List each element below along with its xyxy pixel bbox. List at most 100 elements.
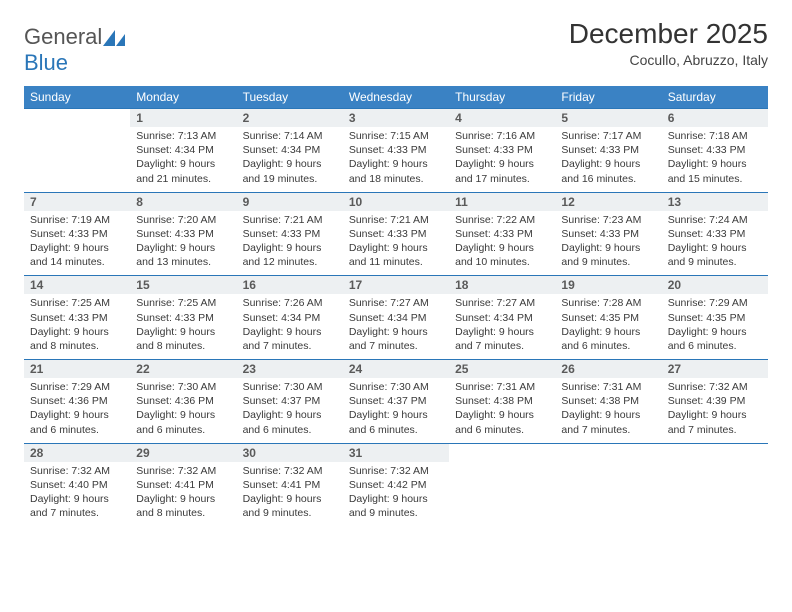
weekday-header: Monday <box>130 86 236 109</box>
day-detail-line: Sunrise: 7:17 AM <box>561 129 655 143</box>
day-detail-line: Daylight: 9 hours <box>243 325 337 339</box>
day-detail-line: Sunrise: 7:31 AM <box>561 380 655 394</box>
day-detail-line: Sunset: 4:37 PM <box>243 394 337 408</box>
day-content-cell: Sunrise: 7:18 AMSunset: 4:33 PMDaylight:… <box>662 127 768 192</box>
day-detail-line: Daylight: 9 hours <box>349 325 443 339</box>
day-content-cell: Sunrise: 7:27 AMSunset: 4:34 PMDaylight:… <box>449 294 555 359</box>
day-detail-line: Daylight: 9 hours <box>30 492 124 506</box>
day-detail-line: and 7 minutes. <box>668 423 762 437</box>
day-detail-line: Sunset: 4:33 PM <box>136 311 230 325</box>
day-number-cell: 18 <box>449 276 555 295</box>
day-number-cell: 12 <box>555 192 661 211</box>
day-detail-line: Sunrise: 7:31 AM <box>455 380 549 394</box>
day-detail-line: Sunset: 4:33 PM <box>561 143 655 157</box>
day-detail-line: Sunset: 4:38 PM <box>561 394 655 408</box>
day-detail-line: Sunrise: 7:29 AM <box>30 380 124 394</box>
day-detail-line: and 13 minutes. <box>136 255 230 269</box>
day-number-cell <box>555 443 661 462</box>
weekday-header: Friday <box>555 86 661 109</box>
day-detail-line: Daylight: 9 hours <box>455 241 549 255</box>
day-detail-line: Sunrise: 7:32 AM <box>136 464 230 478</box>
day-content-row: Sunrise: 7:32 AMSunset: 4:40 PMDaylight:… <box>24 462 768 527</box>
day-number-cell: 21 <box>24 360 130 379</box>
day-detail-line: Sunrise: 7:15 AM <box>349 129 443 143</box>
day-detail-line: and 8 minutes. <box>30 339 124 353</box>
day-detail-line: Sunset: 4:34 PM <box>243 143 337 157</box>
day-number-cell: 1 <box>130 109 236 128</box>
weekday-header: Saturday <box>662 86 768 109</box>
day-detail-line: and 8 minutes. <box>136 339 230 353</box>
day-detail-line: and 7 minutes. <box>243 339 337 353</box>
day-detail-line: and 16 minutes. <box>561 172 655 186</box>
day-detail-line: and 10 minutes. <box>455 255 549 269</box>
day-detail-line: Sunset: 4:33 PM <box>349 227 443 241</box>
day-detail-line: Sunset: 4:37 PM <box>349 394 443 408</box>
day-detail-line: Daylight: 9 hours <box>136 408 230 422</box>
day-detail-line: Sunset: 4:34 PM <box>349 311 443 325</box>
day-content-cell: Sunrise: 7:22 AMSunset: 4:33 PMDaylight:… <box>449 211 555 276</box>
day-detail-line: and 7 minutes. <box>561 423 655 437</box>
day-number-cell: 14 <box>24 276 130 295</box>
weekday-header: Tuesday <box>237 86 343 109</box>
day-detail-line: Daylight: 9 hours <box>561 408 655 422</box>
day-detail-line: Daylight: 9 hours <box>349 157 443 171</box>
day-detail-line: Sunset: 4:33 PM <box>668 143 762 157</box>
day-number-cell: 8 <box>130 192 236 211</box>
day-number-row: 28293031 <box>24 443 768 462</box>
day-content-cell: Sunrise: 7:32 AMSunset: 4:42 PMDaylight:… <box>343 462 449 527</box>
sail-icon <box>103 30 125 46</box>
day-number-cell <box>24 109 130 128</box>
day-content-cell: Sunrise: 7:23 AMSunset: 4:33 PMDaylight:… <box>555 211 661 276</box>
weekday-header: Sunday <box>24 86 130 109</box>
day-detail-line: Sunrise: 7:30 AM <box>349 380 443 394</box>
day-number-cell: 26 <box>555 360 661 379</box>
day-detail-line: Sunset: 4:41 PM <box>243 478 337 492</box>
day-detail-line: and 6 minutes. <box>136 423 230 437</box>
day-detail-line: Sunrise: 7:24 AM <box>668 213 762 227</box>
day-detail-line: and 14 minutes. <box>30 255 124 269</box>
day-detail-line: Sunrise: 7:32 AM <box>668 380 762 394</box>
day-number-cell: 27 <box>662 360 768 379</box>
day-detail-line: Daylight: 9 hours <box>30 408 124 422</box>
day-number-cell: 3 <box>343 109 449 128</box>
day-detail-line: Daylight: 9 hours <box>668 241 762 255</box>
logo-text: General Blue <box>24 24 125 76</box>
day-number-cell: 20 <box>662 276 768 295</box>
day-content-cell: Sunrise: 7:21 AMSunset: 4:33 PMDaylight:… <box>237 211 343 276</box>
day-detail-line: Sunrise: 7:30 AM <box>136 380 230 394</box>
day-number-cell: 17 <box>343 276 449 295</box>
day-content-cell: Sunrise: 7:29 AMSunset: 4:35 PMDaylight:… <box>662 294 768 359</box>
day-detail-line: and 9 minutes. <box>668 255 762 269</box>
day-detail-line: Sunset: 4:36 PM <box>30 394 124 408</box>
day-detail-line: Sunrise: 7:26 AM <box>243 296 337 310</box>
day-number-row: 21222324252627 <box>24 360 768 379</box>
day-detail-line: and 12 minutes. <box>243 255 337 269</box>
day-number-cell: 7 <box>24 192 130 211</box>
day-detail-line: Sunrise: 7:19 AM <box>30 213 124 227</box>
day-content-cell: Sunrise: 7:28 AMSunset: 4:35 PMDaylight:… <box>555 294 661 359</box>
day-detail-line: Daylight: 9 hours <box>455 408 549 422</box>
day-detail-line: Daylight: 9 hours <box>243 492 337 506</box>
day-detail-line: Sunset: 4:33 PM <box>455 143 549 157</box>
day-content-cell: Sunrise: 7:25 AMSunset: 4:33 PMDaylight:… <box>130 294 236 359</box>
weekday-header: Thursday <box>449 86 555 109</box>
day-number-cell: 23 <box>237 360 343 379</box>
day-detail-line: Daylight: 9 hours <box>136 157 230 171</box>
day-detail-line: Sunset: 4:34 PM <box>136 143 230 157</box>
day-content-cell: Sunrise: 7:16 AMSunset: 4:33 PMDaylight:… <box>449 127 555 192</box>
day-detail-line: and 18 minutes. <box>349 172 443 186</box>
day-detail-line: Sunset: 4:33 PM <box>30 311 124 325</box>
day-number-cell: 22 <box>130 360 236 379</box>
day-detail-line: Daylight: 9 hours <box>455 325 549 339</box>
day-detail-line: Sunset: 4:35 PM <box>668 311 762 325</box>
day-detail-line: Sunset: 4:33 PM <box>455 227 549 241</box>
day-detail-line: Sunset: 4:33 PM <box>561 227 655 241</box>
day-detail-line: and 7 minutes. <box>349 339 443 353</box>
day-detail-line: and 21 minutes. <box>136 172 230 186</box>
day-number-cell: 10 <box>343 192 449 211</box>
title-block: December 2025 Cocullo, Abruzzo, Italy <box>569 18 768 68</box>
day-number-cell: 25 <box>449 360 555 379</box>
day-detail-line: Daylight: 9 hours <box>668 325 762 339</box>
day-content-cell: Sunrise: 7:15 AMSunset: 4:33 PMDaylight:… <box>343 127 449 192</box>
day-content-row: Sunrise: 7:29 AMSunset: 4:36 PMDaylight:… <box>24 378 768 443</box>
